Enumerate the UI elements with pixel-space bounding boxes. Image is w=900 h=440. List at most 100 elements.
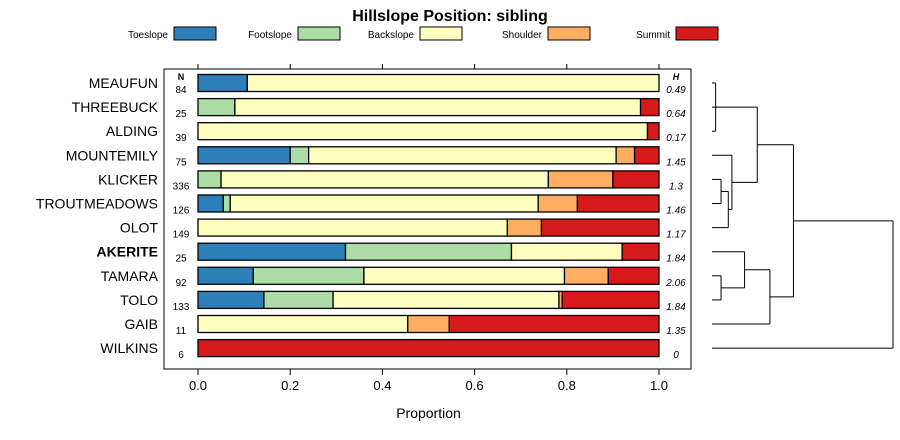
bar-segment-troutmeadows-footslope bbox=[222, 194, 231, 213]
n-value: 336 bbox=[173, 181, 190, 192]
n-value: 92 bbox=[175, 278, 187, 289]
bar-segment-troutmeadows-summit bbox=[576, 194, 660, 213]
x-tick-label: 0.4 bbox=[373, 378, 391, 393]
h-value: 1.84 bbox=[666, 254, 686, 265]
h-value: 1.46 bbox=[666, 206, 686, 217]
bar-segment-meaufun-backslope bbox=[246, 73, 660, 93]
bar-segment-tamara-toeslope bbox=[197, 266, 254, 285]
plot-frame bbox=[163, 68, 692, 370]
bar-segment-olot-summit bbox=[540, 218, 660, 237]
bar-segment-tamara-shoulder bbox=[563, 266, 609, 285]
row-label-meaufun: MEAUFUN bbox=[89, 75, 158, 91]
h-value: 1.35 bbox=[666, 326, 686, 337]
bar-segment-threebuck-backslope bbox=[234, 97, 642, 117]
bar-segment-tamara-summit bbox=[607, 266, 660, 285]
x-tick-label: 0.6 bbox=[466, 378, 484, 393]
row-label-troutmeadows: TROUTMEADOWS bbox=[36, 196, 158, 212]
bar-segment-troutmeadows-backslope bbox=[229, 194, 539, 213]
h-value: 1.45 bbox=[666, 157, 686, 168]
x-tick-label: 0.8 bbox=[558, 378, 576, 393]
bar-segment-olot-shoulder bbox=[506, 218, 543, 237]
row-label-mountemily: MOUNTEMILY bbox=[66, 147, 159, 163]
bar-segment-klicker-backslope bbox=[220, 170, 550, 189]
n-value: 149 bbox=[173, 230, 190, 241]
row-label-gaib: GAIB bbox=[125, 316, 158, 332]
row-label-olot: OLOT bbox=[120, 220, 159, 236]
row-label-alding: ALDING bbox=[106, 123, 158, 139]
h-value: 1.17 bbox=[666, 230, 686, 241]
bar-segment-mountemily-toeslope bbox=[197, 146, 291, 165]
bar-segment-akerite-toeslope bbox=[197, 242, 347, 261]
bar-segment-tolo-toeslope bbox=[197, 290, 265, 310]
x-tick-label: 0.0 bbox=[189, 378, 207, 393]
h-header: H bbox=[673, 72, 680, 82]
n-value: 25 bbox=[175, 254, 187, 265]
row-label-wilkins: WILKINS bbox=[100, 340, 158, 356]
bar-segment-tamara-backslope bbox=[363, 266, 566, 285]
bar-segment-gaib-shoulder bbox=[407, 314, 450, 334]
bar-segment-klicker-footslope bbox=[197, 170, 222, 189]
n-value: 84 bbox=[175, 85, 187, 96]
n-value: 39 bbox=[175, 133, 187, 144]
row-labels: MEAUFUN THREEBUCK ALDING MOUNTEMILY KLICKER T… bbox=[36, 75, 159, 356]
bar-segment-mountemily-summit bbox=[633, 146, 660, 165]
bar-segment-tolo-summit bbox=[561, 290, 660, 310]
bar-segment-alding-summit bbox=[646, 122, 660, 141]
legend-label-toeslope: Toeslope bbox=[128, 30, 168, 41]
bar-segment-mountemily-shoulder bbox=[615, 146, 636, 165]
row-label-threebuck: THREEBUCK bbox=[72, 99, 159, 115]
row-label-klicker: KLICKER bbox=[98, 171, 158, 187]
n-value: 75 bbox=[175, 157, 187, 168]
h-value: 1.84 bbox=[666, 302, 686, 313]
plot-area: 0.0 0.2 0.4 0.6 0.8 1.0 N H 84 0.49 25 0.64 39 0.17 75… bbox=[163, 64, 692, 393]
x-tick-label: 1.0 bbox=[650, 378, 668, 393]
legend-swatch-backslope bbox=[419, 26, 463, 41]
legend-label-backslope: Backslope bbox=[368, 30, 415, 41]
bar-segment-meaufun-toeslope bbox=[197, 73, 248, 93]
bar-segment-tolo-footslope bbox=[263, 290, 334, 310]
bar-segment-threebuck-footslope bbox=[197, 97, 236, 117]
x-axis-label: Proportion bbox=[396, 405, 461, 421]
bar-segment-gaib-summit bbox=[448, 314, 660, 334]
bar-segment-mountemily-backslope bbox=[307, 146, 617, 165]
bar-segment-tolo-backslope bbox=[332, 290, 560, 310]
bar-segment-alding-backslope bbox=[197, 122, 649, 141]
bar-segment-akerite-backslope bbox=[510, 242, 623, 261]
bar-segment-olot-backslope bbox=[197, 218, 508, 237]
h-value: 0.17 bbox=[666, 133, 686, 144]
n-value: 25 bbox=[175, 109, 187, 120]
bar-segment-threebuck-summit bbox=[639, 97, 660, 117]
n-header: N bbox=[178, 72, 185, 82]
n-value: 133 bbox=[173, 302, 190, 313]
h-value: 0 bbox=[673, 350, 679, 361]
chart-title: Hillslope Position: sibling bbox=[352, 8, 548, 25]
row-label-tolo: TOLO bbox=[120, 292, 158, 308]
legend-swatch-summit bbox=[675, 26, 719, 41]
bar-segment-gaib-backslope bbox=[197, 314, 409, 334]
n-value: 6 bbox=[178, 350, 184, 361]
h-value: 2.06 bbox=[665, 278, 686, 289]
bar-segment-troutmeadows-shoulder bbox=[537, 194, 579, 213]
dendrogram bbox=[712, 82, 894, 349]
h-value: 1.3 bbox=[669, 181, 683, 192]
row-label-akerite: AKERITE bbox=[97, 244, 158, 260]
row-label-tamara: TAMARA bbox=[101, 268, 159, 284]
h-value: 0.64 bbox=[666, 109, 686, 120]
n-value: 11 bbox=[176, 326, 187, 337]
bar-segment-klicker-summit bbox=[612, 170, 660, 189]
bar-segment-tamara-footslope bbox=[252, 266, 365, 285]
bar-segment-mountemily-footslope bbox=[289, 146, 310, 165]
n-value: 126 bbox=[173, 206, 190, 217]
legend-swatch-toeslope bbox=[173, 26, 217, 41]
legend-label-footslope: Footslope bbox=[248, 30, 292, 41]
bar-segment-klicker-shoulder bbox=[547, 170, 614, 189]
bar-segment-akerite-summit bbox=[621, 242, 660, 261]
h-value: 0.49 bbox=[666, 85, 686, 96]
bar-segment-troutmeadows-toeslope bbox=[197, 194, 225, 213]
legend-label-summit: Summit bbox=[636, 30, 670, 41]
legend-swatch-shoulder bbox=[547, 26, 591, 41]
bar-segment-wilkins-summit bbox=[197, 338, 660, 358]
legend: Toeslope Footslope Backslope Shoulder Summit bbox=[128, 26, 719, 41]
x-tick-label: 0.2 bbox=[281, 378, 299, 393]
